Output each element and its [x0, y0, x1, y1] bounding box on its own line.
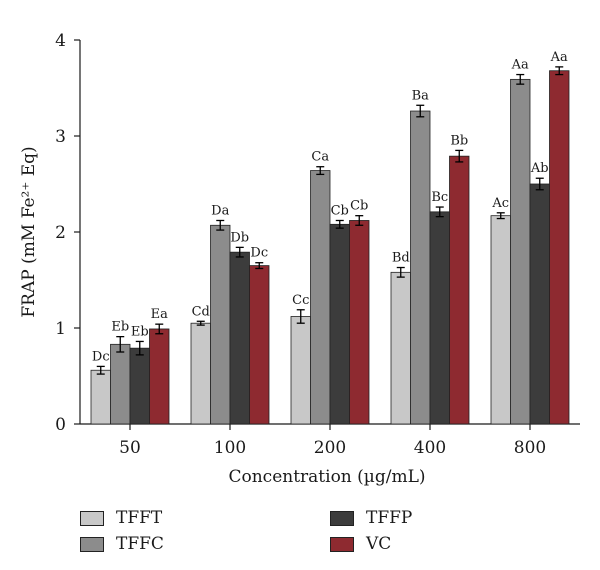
- bar: [249, 265, 270, 425]
- error-bars: [96, 66, 564, 375]
- significance-label: Dc: [92, 349, 110, 364]
- y-tick-label: 4: [55, 31, 66, 51]
- bar: [529, 183, 550, 425]
- bar: [510, 78, 531, 425]
- bar: [290, 316, 311, 425]
- bar: [549, 70, 570, 425]
- bar: [110, 343, 131, 425]
- x-tick-label: 100: [214, 438, 246, 458]
- significance-label: Da: [211, 203, 229, 218]
- significance-labels: Dc Cd Cc Bd Ac Eb Da Ca Ba Aa Eb Db Cb Bc Ab Ea Dc Cb Bb Aa: [92, 50, 568, 365]
- significance-label: Db: [230, 230, 249, 245]
- bar: [210, 224, 231, 425]
- significance-label: Cd: [192, 304, 210, 319]
- bar: [129, 347, 150, 425]
- y-axis-label: FRAP (mM Fe²⁺ Eq): [19, 146, 39, 317]
- axes: 0 1 2 3 4 50 100 200 400 800: [55, 31, 580, 458]
- bar: [390, 271, 411, 425]
- bar: [449, 155, 470, 425]
- significance-label: Ba: [412, 88, 430, 103]
- x-tick-label: 200: [314, 438, 346, 458]
- bar: [90, 369, 111, 425]
- significance-label: Ea: [151, 307, 168, 322]
- bar: [490, 215, 511, 425]
- significance-label: Bd: [392, 251, 410, 266]
- significance-label: Bb: [450, 133, 468, 148]
- y-tick-label: 0: [55, 415, 66, 435]
- x-tick-label: 50: [119, 438, 141, 458]
- bar: [410, 110, 431, 425]
- x-axis-label: Concentration (µg/mL): [228, 467, 425, 487]
- significance-label: Aa: [511, 58, 529, 73]
- x-tick-label: 800: [514, 438, 546, 458]
- bar: [349, 220, 370, 425]
- bar: [429, 211, 450, 425]
- y-tick-label: 2: [55, 223, 66, 243]
- significance-label: Dc: [250, 246, 268, 261]
- bars: [90, 70, 570, 425]
- bar: [310, 170, 331, 425]
- bar: [229, 251, 250, 425]
- significance-label: Ab: [530, 161, 549, 176]
- y-tick-label: 3: [55, 127, 66, 147]
- significance-label: Eb: [111, 320, 129, 335]
- significance-label: Eb: [131, 324, 149, 339]
- significance-label: Ca: [311, 150, 329, 165]
- bar: [190, 322, 211, 425]
- significance-label: Bc: [431, 190, 448, 205]
- x-tick-label: 400: [414, 438, 446, 458]
- significance-label: Cc: [292, 293, 309, 308]
- bar: [329, 223, 350, 425]
- significance-label: Cb: [331, 203, 349, 218]
- y-tick-label: 1: [55, 319, 66, 339]
- significance-label: Ac: [491, 196, 509, 211]
- significance-label: Aa: [550, 50, 568, 65]
- significance-label: Cb: [350, 199, 368, 214]
- bar: [149, 328, 170, 425]
